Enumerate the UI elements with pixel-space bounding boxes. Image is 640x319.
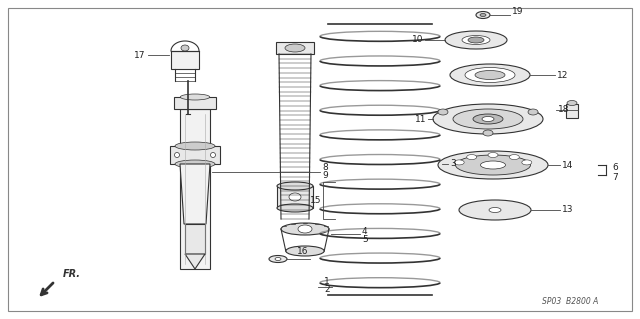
Text: 18: 18 <box>558 106 570 115</box>
Bar <box>185 224 205 254</box>
Text: 7: 7 <box>612 174 618 182</box>
Ellipse shape <box>489 207 501 212</box>
Ellipse shape <box>488 152 498 158</box>
Ellipse shape <box>286 246 324 256</box>
Text: 5: 5 <box>362 235 368 244</box>
Ellipse shape <box>567 100 577 106</box>
Ellipse shape <box>175 142 215 150</box>
Text: 15: 15 <box>310 196 321 205</box>
Ellipse shape <box>277 182 313 190</box>
Ellipse shape <box>468 37 484 43</box>
Text: 9: 9 <box>322 172 328 181</box>
Text: 16: 16 <box>296 248 308 256</box>
Ellipse shape <box>475 70 505 79</box>
Text: 12: 12 <box>557 70 568 79</box>
Ellipse shape <box>456 155 531 175</box>
Bar <box>276 42 314 54</box>
Text: 2: 2 <box>324 286 330 294</box>
Bar <box>170 146 220 164</box>
Text: 17: 17 <box>134 50 145 60</box>
Text: 13: 13 <box>562 205 573 214</box>
Ellipse shape <box>298 225 312 233</box>
Ellipse shape <box>459 200 531 220</box>
Ellipse shape <box>277 204 313 212</box>
Ellipse shape <box>175 160 215 168</box>
Ellipse shape <box>275 257 281 261</box>
Text: 19: 19 <box>512 6 524 16</box>
Ellipse shape <box>454 160 464 165</box>
Ellipse shape <box>481 161 506 169</box>
Ellipse shape <box>522 160 532 165</box>
Ellipse shape <box>483 130 493 136</box>
Ellipse shape <box>528 109 538 115</box>
Ellipse shape <box>181 45 189 51</box>
Ellipse shape <box>438 109 448 115</box>
Ellipse shape <box>465 68 515 83</box>
Polygon shape <box>185 254 205 269</box>
Ellipse shape <box>482 116 494 122</box>
Ellipse shape <box>180 94 210 100</box>
Ellipse shape <box>509 155 519 160</box>
Ellipse shape <box>473 114 503 124</box>
Bar <box>174 97 216 109</box>
Text: 1: 1 <box>324 277 330 286</box>
Text: 10: 10 <box>412 35 423 44</box>
Ellipse shape <box>467 155 477 160</box>
Ellipse shape <box>476 11 490 19</box>
Text: 3: 3 <box>450 160 456 168</box>
Bar <box>566 104 578 118</box>
Bar <box>171 51 199 69</box>
Ellipse shape <box>289 193 301 201</box>
Ellipse shape <box>211 152 216 158</box>
Bar <box>180 109 210 269</box>
Bar <box>277 186 313 208</box>
Text: 8: 8 <box>322 164 328 173</box>
Ellipse shape <box>453 109 523 129</box>
Ellipse shape <box>281 223 329 235</box>
Text: 6: 6 <box>612 164 618 173</box>
Ellipse shape <box>433 104 543 134</box>
Ellipse shape <box>480 13 486 17</box>
Polygon shape <box>180 164 210 224</box>
Ellipse shape <box>438 151 548 179</box>
Ellipse shape <box>450 64 530 86</box>
Text: 14: 14 <box>562 160 573 169</box>
Ellipse shape <box>269 256 287 263</box>
Text: 11: 11 <box>415 115 426 123</box>
Text: 4: 4 <box>362 227 367 236</box>
Text: FR.: FR. <box>63 269 81 279</box>
Text: SP03  B2800 A: SP03 B2800 A <box>542 296 598 306</box>
Ellipse shape <box>445 31 507 49</box>
Ellipse shape <box>175 152 179 158</box>
Ellipse shape <box>285 44 305 52</box>
Ellipse shape <box>462 35 490 44</box>
